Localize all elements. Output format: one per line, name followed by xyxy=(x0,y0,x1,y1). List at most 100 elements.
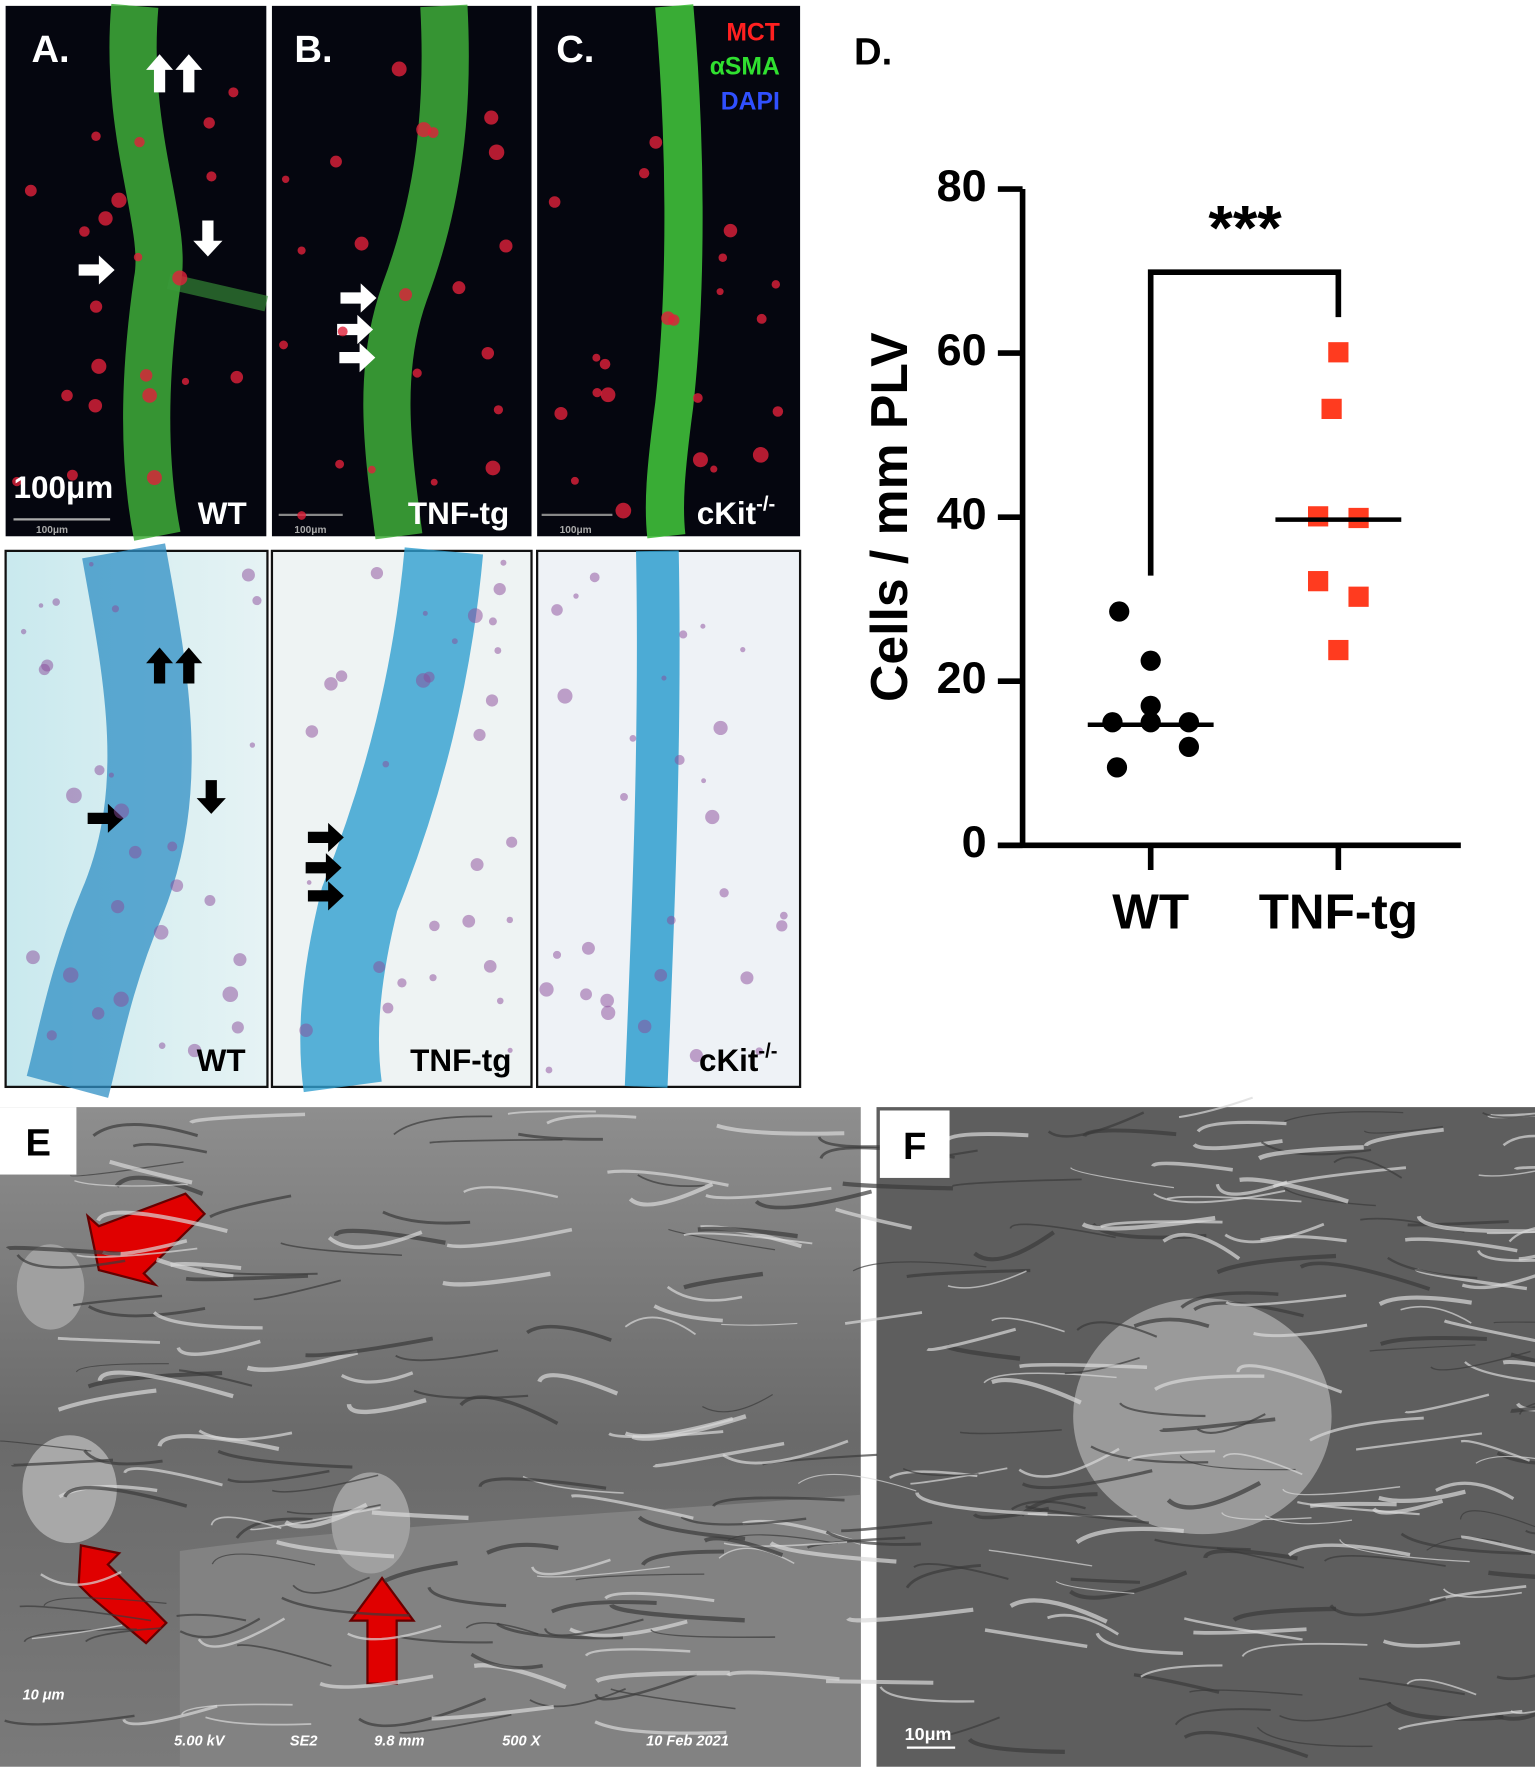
data-point xyxy=(1178,712,1200,733)
vessel xyxy=(300,547,484,1093)
cell xyxy=(297,246,306,255)
scale-label-small: 100μm xyxy=(560,525,592,536)
fiber xyxy=(470,1652,543,1670)
cell xyxy=(16,1244,85,1330)
fiber xyxy=(721,1322,798,1326)
fiber xyxy=(1019,1362,1148,1370)
cell xyxy=(88,398,103,413)
arrow xyxy=(193,220,223,257)
cell xyxy=(638,168,650,179)
genotype-label: TNF-tg xyxy=(408,496,509,531)
stained-cell xyxy=(620,792,628,801)
data-point xyxy=(1102,712,1123,733)
fiber xyxy=(1309,1501,1397,1509)
data-point xyxy=(1328,639,1349,661)
fiber xyxy=(624,1416,734,1438)
cell xyxy=(548,196,561,208)
fiber xyxy=(650,1629,776,1639)
stained-cell xyxy=(299,1023,313,1037)
fiber xyxy=(1100,1220,1223,1229)
fiber xyxy=(1069,1570,1188,1600)
data-point xyxy=(1321,398,1342,419)
fiber xyxy=(217,1449,353,1469)
stained-cell xyxy=(397,978,407,988)
cell xyxy=(61,389,73,402)
stained-cell xyxy=(249,742,256,748)
fiber xyxy=(906,1268,1031,1279)
fiber xyxy=(668,1228,776,1251)
data-point xyxy=(1106,757,1128,778)
cell xyxy=(452,281,466,295)
fiber xyxy=(1400,1532,1532,1555)
fiber xyxy=(181,1703,293,1716)
stained-cell xyxy=(700,623,706,629)
fiber xyxy=(1140,1664,1223,1678)
fluorescence-row xyxy=(5,3,801,541)
stained-cell xyxy=(128,845,142,859)
fiber xyxy=(529,1687,626,1708)
arrow xyxy=(175,54,203,93)
fiber xyxy=(1324,1554,1446,1567)
arrow xyxy=(307,822,344,853)
stained-cell xyxy=(629,734,637,742)
fiber xyxy=(594,1720,727,1735)
stained-cell xyxy=(488,617,497,626)
fiber xyxy=(327,1230,423,1250)
fiber xyxy=(92,1123,199,1138)
stained-cell xyxy=(52,598,60,606)
stained-cell xyxy=(38,603,44,608)
cell xyxy=(600,387,616,403)
fiber xyxy=(584,1648,691,1657)
fiber xyxy=(1224,1222,1325,1244)
cell xyxy=(488,144,505,160)
fiber xyxy=(292,1576,370,1594)
stained-cell xyxy=(382,1002,394,1014)
cell xyxy=(592,387,602,398)
fiber xyxy=(276,1540,395,1559)
fiber xyxy=(1494,1712,1535,1721)
stained-cell xyxy=(222,986,239,1003)
fiber xyxy=(637,1174,706,1188)
arrow xyxy=(146,54,174,93)
fiber xyxy=(624,1316,697,1336)
cell xyxy=(499,239,513,253)
cell xyxy=(331,1472,411,1574)
stained-cell xyxy=(661,675,667,681)
stained-cell xyxy=(539,982,554,997)
fiber xyxy=(526,1324,612,1342)
fiber xyxy=(1510,1710,1535,1715)
fiber xyxy=(842,1181,953,1191)
fiber xyxy=(1429,1585,1527,1602)
fiber xyxy=(595,1670,730,1684)
cell xyxy=(649,135,663,149)
fiber xyxy=(1514,1166,1535,1171)
stained-cell xyxy=(462,914,476,928)
fiber xyxy=(227,1469,330,1484)
fiber xyxy=(1221,1512,1312,1521)
genotype-label: cKit-/- xyxy=(697,493,776,530)
genotype-base: cKit xyxy=(697,496,757,531)
fiber xyxy=(1021,1469,1153,1490)
fiber xyxy=(1260,1141,1372,1156)
arrow xyxy=(348,1576,416,1685)
fiber xyxy=(915,1492,1048,1516)
stained-cell xyxy=(755,1047,763,1056)
fiber xyxy=(281,1596,410,1617)
arrow xyxy=(196,780,226,814)
sem-row xyxy=(0,1107,1535,1767)
cell xyxy=(570,476,579,485)
stained-cell xyxy=(111,900,125,914)
cell xyxy=(399,288,413,302)
fiber xyxy=(712,1496,845,1508)
cell xyxy=(111,192,127,208)
fiber xyxy=(57,1336,161,1344)
fiber xyxy=(1055,1580,1135,1594)
fiber xyxy=(1189,1689,1303,1696)
fiber xyxy=(1461,1274,1535,1290)
y-tick-label: 20 xyxy=(937,652,987,703)
fiber xyxy=(723,1541,848,1547)
fiber xyxy=(1127,1449,1216,1462)
fiber xyxy=(1166,1480,1262,1510)
data-point xyxy=(1328,342,1349,363)
fiber xyxy=(132,1143,208,1154)
